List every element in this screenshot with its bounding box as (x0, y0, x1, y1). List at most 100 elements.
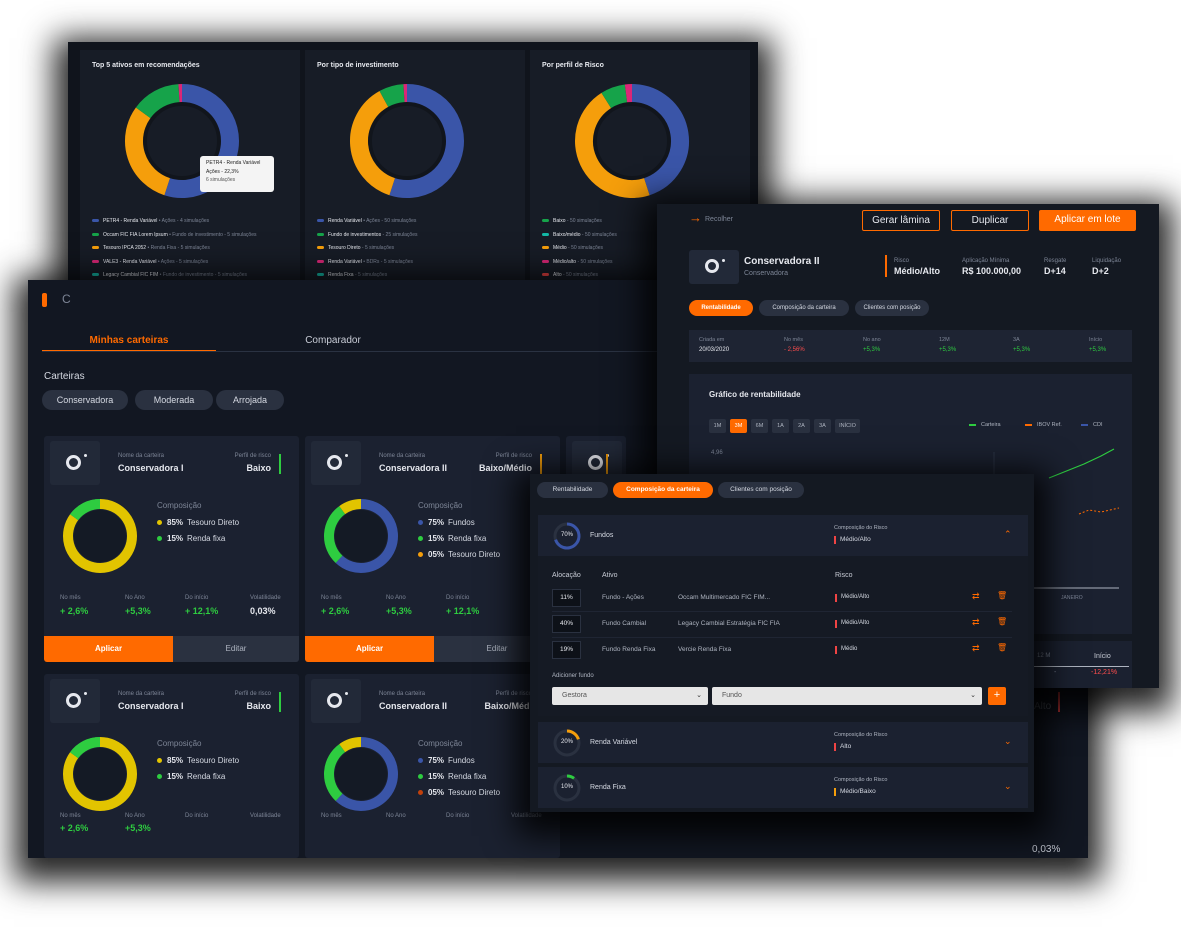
composition-item: 05% Tesouro Direto (418, 788, 500, 797)
trash-icon[interactable]: 🗑 (997, 643, 1008, 652)
composition-pct: 05% (428, 788, 445, 797)
gestora-select[interactable]: Gestora ⌄ (552, 687, 708, 705)
legend-name: Legacy Cambial FIC FIM (103, 272, 159, 278)
legend-detail: - 50 simulações (566, 245, 604, 251)
info-label: Risco (894, 258, 910, 264)
legend-item: Renda Variável • Ações - 50 simulações (317, 218, 416, 224)
group-card-fundos[interactable] (538, 515, 1028, 556)
logo-dot-icon (84, 692, 87, 695)
shuffle-icon[interactable]: ⇄ (972, 591, 980, 601)
composition-name: Tesouro Direto (187, 518, 240, 527)
stat-value: +5,3% (125, 606, 151, 616)
composition-name: Renda fixa (448, 772, 487, 781)
card-logo (311, 679, 361, 723)
composition-label: Composição (418, 739, 463, 748)
group-pct: 70% (560, 532, 573, 538)
back-arrow-icon[interactable]: → (689, 210, 702, 225)
chart-panel-title: Por perfil de Risco (542, 62, 604, 69)
apply-button[interactable]: Aplicar (44, 636, 173, 662)
legend-label: CDI (1093, 422, 1103, 428)
composition-donut (63, 737, 137, 811)
detail-tab-2[interactable]: Clientes com posição (855, 300, 929, 316)
chart-panel-title: Top 5 ativos em recomendações (92, 62, 200, 69)
alloc-badge[interactable]: 11% (552, 589, 581, 607)
legend-detail: • Ações - 50 simulações (361, 218, 417, 224)
card-logo (50, 441, 100, 485)
legend-swatch (542, 273, 549, 277)
header-alocacao: Alocação (552, 572, 581, 579)
legend-name: Baixo/médio (553, 231, 581, 238)
info-value: R$ 100.000,00 (962, 266, 1022, 276)
stat-label: No mês (321, 813, 342, 819)
range-button-3a[interactable]: 3A (814, 419, 831, 433)
comp-tab-1[interactable]: Composição da carteira (613, 482, 713, 498)
composition-item: 05% Tesouro Direto (418, 550, 500, 559)
donut-slice (135, 84, 181, 119)
range-button-início[interactable]: INÍCIO (835, 419, 860, 433)
back-label[interactable]: Recolher (705, 216, 734, 223)
group-progress-ring (553, 729, 581, 757)
stat-label: Volatilidade (250, 595, 281, 601)
stat-label: Do início (185, 595, 209, 601)
asset-name: Vercie Renda Fixa (678, 646, 732, 653)
filter-chip-conservadora[interactable]: Conservadora (42, 390, 128, 410)
group-name: Renda Variável (590, 739, 638, 746)
donut-chart (575, 84, 689, 198)
legend-name: Fundo de investimentos (328, 231, 382, 238)
card-name: Conservadora I (118, 463, 184, 473)
tab-comparador[interactable]: Comparador (228, 330, 438, 352)
card-logo (311, 441, 361, 485)
legend-name: Médio/alto (553, 258, 577, 265)
comp-tab-0[interactable]: Rentabilidade (537, 482, 608, 498)
add-fund-button[interactable]: + (988, 687, 1006, 705)
shuffle-icon[interactable]: ⇄ (972, 617, 980, 627)
range-button-3m[interactable]: 3M (730, 419, 747, 433)
fundo-select[interactable]: Fundo ⌄ (712, 687, 982, 705)
chevron-down-icon[interactable]: ⌄ (1004, 736, 1012, 746)
legend-swatch (317, 259, 324, 263)
shuffle-icon[interactable]: ⇄ (972, 643, 980, 653)
range-button-1m[interactable]: 1M (709, 419, 726, 433)
duplicar-button[interactable]: Duplicar (951, 210, 1029, 231)
chevron-down-icon: ⌄ (970, 692, 976, 699)
legend-swatch (317, 246, 324, 250)
stat-label: No Ano (125, 595, 145, 601)
portfolio-logo (689, 250, 739, 284)
aplicar-em-lote-button[interactable]: Aplicar em lote (1039, 210, 1136, 231)
bottom-right-risk: Alto (1034, 701, 1052, 712)
group-card-renda-variavel[interactable] (538, 722, 1028, 763)
range-button-6m[interactable]: 6M (751, 419, 768, 433)
chevron-up-icon[interactable]: ⌃ (1004, 529, 1012, 539)
detail-stat-label: Criada em (699, 337, 725, 343)
comp-tab-2[interactable]: Clientes com posição (718, 482, 804, 498)
gerar-lamina-button[interactable]: Gerar lâmina (862, 210, 940, 231)
tooltip-line1: Ações - 22,3% (206, 169, 239, 175)
composition-pct: 15% (167, 534, 184, 543)
apply-button[interactable]: Aplicar (305, 636, 434, 662)
trash-icon[interactable]: 🗑 (997, 591, 1008, 600)
legend-name: Renda Fixa (328, 272, 354, 278)
composition-dot (418, 520, 423, 526)
chevron-down-icon[interactable]: ⌄ (1004, 781, 1012, 791)
detail-tab-0[interactable]: Rentabilidade (689, 300, 753, 316)
alloc-badge[interactable]: 40% (552, 615, 581, 633)
edit-button[interactable]: Editar (173, 636, 299, 662)
tab-minhas-carteiras[interactable]: Minhas carteiras (42, 330, 216, 352)
legend-swatch (1025, 423, 1032, 426)
trash-icon[interactable]: 🗑 (997, 617, 1008, 626)
range-button-2a[interactable]: 2A (793, 419, 810, 433)
detail-stat-label: 12M (939, 337, 950, 343)
group-card-renda-fixa[interactable] (538, 767, 1028, 808)
composition-pct: 75% (428, 756, 445, 765)
donut-inner-ring (143, 102, 221, 180)
legend-detail: • Ações - 5 simulações (156, 258, 209, 265)
legend-name: Tesouro IPCA 2052 (103, 245, 147, 251)
detail-tab-1[interactable]: Composição da carteira (759, 300, 849, 316)
alloc-badge[interactable]: 19% (552, 641, 581, 659)
stat-label: No mês (321, 595, 342, 601)
filter-chip-arrojada[interactable]: Arrojada (216, 390, 284, 410)
donut-hole (335, 510, 387, 562)
filter-chip-moderada[interactable]: Moderada (135, 390, 213, 410)
legend-item: VALE3 - Renda Variável • Ações - 5 simul… (92, 259, 208, 265)
range-button-1a[interactable]: 1A (772, 419, 789, 433)
